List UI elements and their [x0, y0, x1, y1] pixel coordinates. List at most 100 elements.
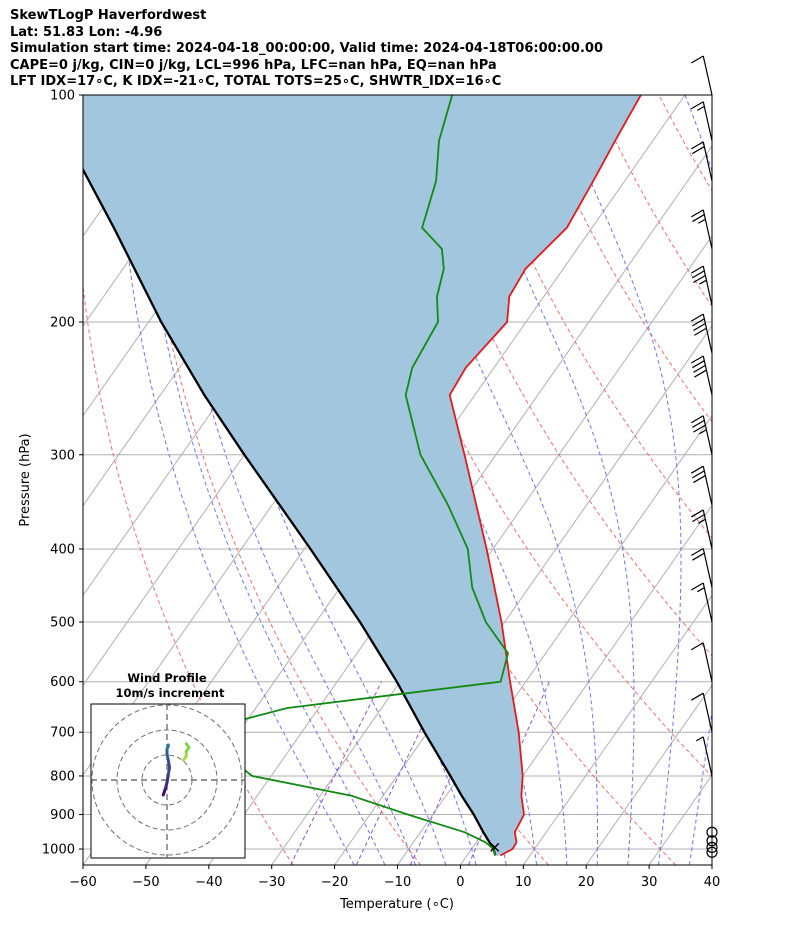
barb-flag [692, 360, 705, 369]
hodograph-subtitle: 10m/s increment [116, 686, 225, 700]
barb-staff [702, 548, 713, 588]
isotherm-line [83, 95, 183, 237]
moist-adiabat-line [720, 95, 794, 865]
chart-title: SkewTLogP Haverfordwest [10, 8, 207, 23]
moist-adiabat-line [158, 95, 416, 865]
barb-half-flag [697, 105, 705, 111]
wind-barb [690, 509, 713, 550]
barb-flag [693, 364, 706, 373]
x-tick-label: 40 [704, 875, 721, 890]
isotherm-line [648, 774, 712, 865]
barb-staff [702, 582, 713, 623]
moist-adiabat-line [381, 95, 598, 865]
barb-flag [690, 141, 704, 150]
wind-barb [690, 465, 713, 506]
x-tick-label: −10 [384, 875, 411, 890]
barb-flag [690, 313, 704, 322]
isotherm-line [334, 324, 712, 865]
x-tick-label: −60 [69, 875, 96, 890]
isotherm-line [585, 684, 712, 865]
barb-flag [692, 318, 705, 327]
wind-barb [706, 826, 718, 838]
barb-staff [702, 736, 713, 777]
barb-flag [694, 369, 707, 378]
y-tick-label: 700 [50, 726, 75, 741]
barb-flag [692, 270, 705, 279]
cin-shade-area [83, 95, 641, 856]
x-tick-label: −20 [321, 875, 348, 890]
isotherm-line [459, 504, 712, 865]
barb-flag [690, 465, 704, 474]
wind-barb [690, 55, 713, 96]
hodograph-ring [116, 729, 218, 831]
isotherm-line [208, 145, 712, 865]
mixing-ratio-line [290, 681, 383, 865]
barb-flag [690, 101, 704, 110]
barb-flag [690, 415, 704, 424]
barb-staff [702, 355, 713, 396]
y-tick-label: 400 [50, 542, 75, 557]
wind-barb [690, 547, 713, 588]
barb-half-flag [698, 518, 706, 524]
wind-barb [706, 835, 718, 847]
barb-staff [702, 314, 713, 354]
barb-flag [690, 209, 704, 218]
y-tick-label: 600 [50, 675, 75, 690]
barb-staff [702, 642, 713, 682]
calm-wind-circle [706, 841, 718, 853]
barb-flag [692, 419, 705, 428]
dry-adiabat-line [593, 95, 712, 308]
calm-wind-circle [706, 835, 718, 847]
hodograph-ring [141, 754, 193, 806]
calm-wind-circle [706, 846, 718, 858]
y-tick-label: 800 [50, 769, 75, 784]
y-tick-label: 200 [50, 315, 75, 330]
barb-flag [690, 692, 704, 701]
y-tick-label: 900 [50, 808, 75, 823]
dry-adiabat-line [724, 95, 794, 865]
y-tick-label: 500 [50, 616, 75, 631]
barb-half-flag [695, 736, 704, 742]
y-tick-label: 1000 [42, 843, 75, 858]
x-axis-label: Temperature (∘C) [339, 897, 454, 912]
barb-half-flag [699, 279, 707, 285]
calm-wind-circle [706, 826, 718, 838]
wind-barb [690, 582, 713, 623]
moist-adiabat-line [456, 95, 635, 865]
barb-half-flag [699, 429, 707, 435]
moist-adiabat-line [684, 95, 712, 865]
isotherm-line [522, 594, 712, 865]
isotherm-line [711, 864, 712, 865]
cape-line: CAPE=0 j/kg, CIN=0 j/kg, LCL=996 hPa, LF… [10, 57, 497, 73]
barb-flag [690, 509, 704, 518]
moist-adiabat-line [136, 95, 386, 865]
chart-header: SkewTLogP Haverfordwest Lat: 51.83 Lon: … [10, 8, 790, 91]
y-tick-label: 300 [50, 448, 75, 463]
dry-adiabat-line [83, 282, 294, 865]
x-tick-label: 10 [515, 875, 532, 890]
wind-barb [690, 141, 713, 182]
wind-barb [690, 642, 713, 682]
x-tick-label: −40 [195, 875, 222, 890]
moist-adiabat-line [181, 95, 447, 865]
temperature-line [448, 95, 642, 857]
wind-barb [690, 265, 713, 306]
barb-flag [692, 214, 705, 223]
barb-flag [693, 275, 706, 284]
time-line: Simulation start time: 2024-04-18_00:00:… [10, 41, 603, 56]
barb-flag [694, 327, 707, 336]
wind-barb [690, 101, 713, 141]
barb-half-flag [697, 587, 705, 593]
wind-barb [690, 692, 713, 733]
dry-adiabat-line [658, 95, 712, 192]
dry-adiabat-line [789, 95, 794, 865]
hodograph-title: Wind Profile [127, 671, 207, 685]
barb-staff [702, 466, 713, 506]
barb-flag [692, 552, 705, 561]
barb-flag [690, 355, 704, 364]
wind-barb [706, 846, 718, 858]
mixing-ratio-line [355, 681, 445, 865]
barb-flag [693, 323, 706, 332]
dewpoint-line [192, 95, 509, 856]
